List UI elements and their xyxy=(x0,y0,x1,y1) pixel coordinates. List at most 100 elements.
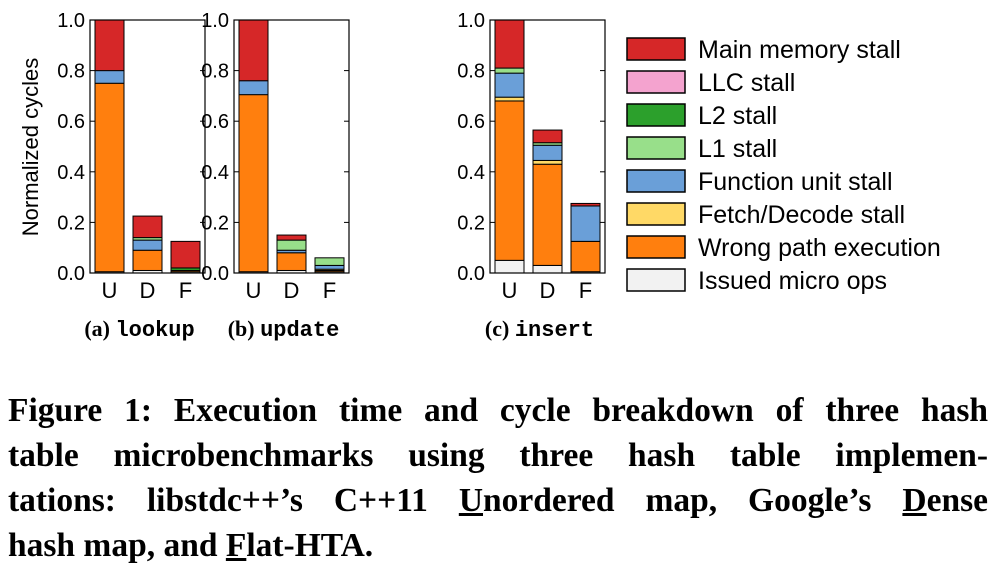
subfigure-caption: (b) update xyxy=(228,316,340,343)
caption-line: Figure 1: Execution time and cycle break… xyxy=(8,388,988,433)
x-tick-label: F xyxy=(179,278,192,303)
legend-label: Fetch/Decode stall xyxy=(698,201,905,229)
bar-segment-update-D-7 xyxy=(276,234,307,241)
y-tick-label: 0.2 xyxy=(57,212,85,234)
bar-segment-insert-U-1 xyxy=(494,100,525,261)
panel-update: U D F 0.0 0.2 0.4 0.6 0.8 1.0 (b) update xyxy=(201,10,350,343)
bar-segment-lookup-U-7 xyxy=(94,19,125,72)
stacked-bar-chart: Normalized cycles U D F0.00.20.40.60.81.0(… xyxy=(18,10,941,343)
caption-text: tations: libstdc++’s C++11 xyxy=(8,482,459,519)
y-tick-label: 0.8 xyxy=(201,61,229,83)
bar-segment-update-D-1 xyxy=(276,252,307,271)
caption-text: ense xyxy=(926,482,989,519)
bar-segment-lookup-D-7 xyxy=(132,215,163,239)
legend-label: Wrong path execution xyxy=(698,234,941,262)
legend-label: Function unit stall xyxy=(698,168,893,196)
caption-line: hash map, and Flat-HTA. xyxy=(8,523,988,568)
bar-segment-lookup-D-1 xyxy=(132,249,163,271)
y-tick-label: 0.8 xyxy=(57,61,85,83)
legend-label: L1 stall xyxy=(698,135,777,163)
y-tick-label: 0.0 xyxy=(457,263,485,285)
legend: Main memory stall LLC stall L2 stall L1 sta… xyxy=(626,36,941,295)
y-tick-label: 0.4 xyxy=(57,162,85,184)
caption-text: lat-HTA. xyxy=(246,527,374,564)
plot-frame xyxy=(233,19,350,274)
legend-swatch xyxy=(626,70,686,94)
y-tick-label: 0.4 xyxy=(457,162,485,184)
subfigure-caption: (c) insert xyxy=(485,316,594,343)
bar-segment-insert-F-1 xyxy=(570,240,601,273)
bar-segment-insert-F-3 xyxy=(570,205,601,242)
x-tick-label: D xyxy=(140,278,156,303)
subfigure-caption: (a) lookup xyxy=(84,316,194,343)
legend-swatch xyxy=(626,136,686,160)
bar-segment-lookup-D-3 xyxy=(132,239,163,251)
legend-swatch xyxy=(626,202,686,226)
legend-swatch xyxy=(626,235,686,259)
subfigure-name: update xyxy=(260,318,339,343)
caption-text: nordered map, Google’s xyxy=(483,482,903,519)
bar-segment-lookup-F-7 xyxy=(170,240,201,269)
y-tick-label: 0.4 xyxy=(201,162,229,184)
x-tick-label: F xyxy=(579,278,592,303)
y-tick-label: 0.2 xyxy=(201,212,229,234)
bar-segment-lookup-U-3 xyxy=(94,70,125,84)
y-axis-label: Normalized cycles xyxy=(18,58,43,237)
bar-segment-update-F-3 xyxy=(314,264,345,270)
y-tick-label: 1.0 xyxy=(201,10,229,32)
x-tick-label: U xyxy=(502,278,518,303)
caption-underlined-letter: U xyxy=(458,482,484,519)
bar-segment-insert-D-0 xyxy=(532,264,563,274)
y-tick-label: 0.0 xyxy=(201,263,229,285)
bar-segment-insert-U-3 xyxy=(494,72,525,98)
subfigure-prefix: (c) xyxy=(485,316,515,341)
bar-segment-update-U-3 xyxy=(238,80,269,96)
legend-swatch xyxy=(626,103,686,127)
y-tick-label: 0.6 xyxy=(57,111,85,133)
caption-underlined-letter: D xyxy=(902,482,927,519)
legend-label: Main memory stall xyxy=(698,36,901,64)
caption-line: tations: libstdc++’s C++11 Unordered map… xyxy=(8,478,988,523)
y-tick-label: 0.6 xyxy=(201,111,229,133)
bar-segment-insert-U-0 xyxy=(494,259,525,274)
bar-segment-insert-D-2 xyxy=(532,159,563,165)
subfigure-name: insert xyxy=(515,318,594,343)
y-tick-label: 1.0 xyxy=(457,10,485,32)
y-tick-label: 0.2 xyxy=(457,212,485,234)
plot-frame xyxy=(489,19,606,274)
plot-frame xyxy=(89,19,206,274)
panel-lookup: U D F 0.0 0.2 0.4 0.6 0.8 1.0 (a) lookup xyxy=(57,10,206,343)
bar-segment-update-D-4 xyxy=(276,239,307,251)
legend-label: Issued micro ops xyxy=(698,267,887,295)
legend-swatch xyxy=(626,37,686,61)
subfigure-prefix: (b) xyxy=(228,316,260,341)
panel-insert: U D F 0.0 0.2 0.4 0.6 0.8 1.0 (c) insert xyxy=(457,10,606,343)
x-tick-label: D xyxy=(540,278,556,303)
x-tick-label: F xyxy=(323,278,336,303)
caption-text: Figure 1: Execution time and cycle break… xyxy=(8,392,988,429)
bar-segment-insert-U-2 xyxy=(494,96,525,102)
bar-segment-update-F-4 xyxy=(314,257,345,266)
bar-segment-insert-D-7 xyxy=(532,129,563,144)
bar-segment-insert-U-7 xyxy=(494,19,525,69)
bar-segment-insert-F-7 xyxy=(570,202,601,207)
y-tick-label: 0.8 xyxy=(457,61,485,83)
figure-caption: Figure 1: Execution time and cycle break… xyxy=(8,388,988,568)
legend-label: LLC stall xyxy=(698,69,795,97)
y-tick-label: 0.0 xyxy=(57,263,85,285)
bar-segment-insert-U-4 xyxy=(494,67,525,74)
y-tick-label: 0.6 xyxy=(457,111,485,133)
x-tick-label: U xyxy=(246,278,262,303)
x-tick-label: D xyxy=(284,278,300,303)
bar-segment-lookup-U-1 xyxy=(94,82,125,273)
bar-segment-update-U-7 xyxy=(238,19,269,82)
caption-text: table microbenchmarks using three hash t… xyxy=(8,437,988,474)
y-tick-label: 1.0 xyxy=(57,10,85,32)
caption-underlined-letter: F xyxy=(225,527,247,564)
subfigure-prefix: (a) xyxy=(84,316,115,341)
legend-swatch xyxy=(626,169,686,193)
legend-label: L2 stall xyxy=(698,102,777,130)
bar-segment-update-U-1 xyxy=(238,94,269,273)
caption-text: hash map, and xyxy=(8,527,226,564)
